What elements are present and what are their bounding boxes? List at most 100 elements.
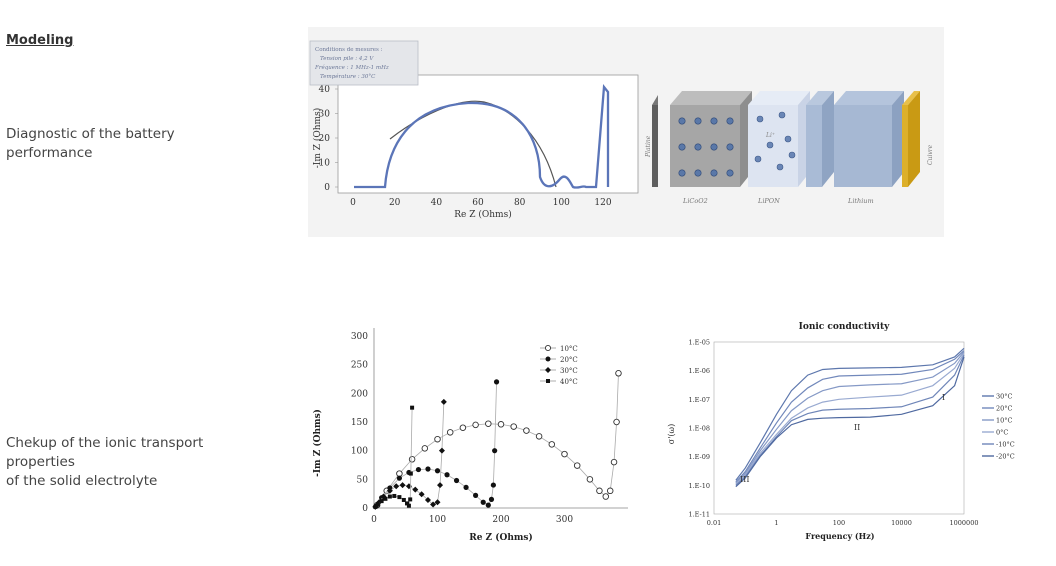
nyquist-point bbox=[615, 370, 622, 377]
nyquist-point bbox=[393, 483, 400, 490]
nyquist-point bbox=[437, 482, 444, 489]
nyquist-point bbox=[434, 468, 441, 474]
nyquist-point bbox=[586, 476, 594, 483]
nyquist-point bbox=[602, 493, 610, 500]
nyquist-point bbox=[492, 448, 498, 454]
conductivity-series-line bbox=[735, 351, 965, 484]
nyquist-point bbox=[446, 429, 454, 436]
nyquist-point bbox=[473, 492, 479, 498]
conductivity-ytick-label: 1.E-08 bbox=[688, 425, 710, 433]
conductivity-annotation: II bbox=[854, 423, 860, 432]
conductivity-ylabel: σ'(ω) bbox=[667, 424, 676, 444]
nyquist-point bbox=[401, 497, 406, 502]
layer-label-licoo2: LiCoO2 bbox=[682, 197, 708, 205]
box-line: Tension pile : 4,2 V bbox=[320, 56, 374, 62]
nyquist-point bbox=[561, 450, 568, 458]
layer-label-lipon: LiPON bbox=[757, 197, 780, 205]
nyquist-point bbox=[430, 501, 437, 508]
nyquist-series-line bbox=[375, 407, 413, 508]
fig1-ytick-label: 10 bbox=[319, 159, 331, 169]
nyquist-point bbox=[392, 493, 397, 498]
nyquist-point bbox=[424, 496, 431, 503]
nyquist-xtick-label: 100 bbox=[429, 515, 446, 525]
nyquist-ytick-label: 250 bbox=[351, 361, 368, 371]
nyquist-point bbox=[406, 503, 411, 508]
nyquist-point bbox=[444, 472, 450, 478]
nyquist-ytick-label: 300 bbox=[351, 332, 368, 342]
conductivity-series-line bbox=[735, 356, 965, 488]
nyquist-series-line bbox=[376, 373, 619, 506]
legend-label: -20°C bbox=[996, 453, 1015, 461]
nyquist-point bbox=[596, 487, 603, 495]
conductivity-series-line bbox=[735, 354, 965, 486]
nyquist-point bbox=[485, 420, 492, 427]
nyquist-svg: -Im Z (Ohms) Re Z (Ohms) 0 50 100 150 200 250… bbox=[312, 328, 628, 543]
nyquist-ytick-label: 50 bbox=[357, 475, 369, 485]
nyquist-xtick-label: 200 bbox=[492, 515, 509, 525]
legend-marker bbox=[545, 367, 551, 373]
lithium-ion-ball bbox=[778, 111, 786, 119]
battery-schematic: Platine LiCoO2 Li⁺ LiPON Lithium Cuivre bbox=[645, 91, 934, 205]
conductivity-series-line bbox=[735, 350, 965, 483]
conditions-box bbox=[309, 40, 419, 86]
conductivity-chart: Ionic conductivity σ'(ω) Frequency (Hz) … bbox=[664, 316, 1044, 548]
conductivity-series-line bbox=[735, 353, 965, 485]
nyquist-point bbox=[493, 379, 500, 385]
conductivity-ytick-label: 1.E-11 bbox=[688, 511, 710, 519]
nyquist-point bbox=[375, 502, 380, 507]
nyquist-point bbox=[459, 424, 467, 431]
nyquist-point bbox=[379, 499, 384, 504]
conductivity-ytick-label: 1.E-07 bbox=[688, 396, 710, 404]
section-title: Modeling bbox=[6, 33, 74, 48]
legend-label: -10°C bbox=[996, 441, 1015, 449]
conductivity-ytick-label: 1.E-05 bbox=[688, 339, 710, 347]
legend-label: 20°C bbox=[996, 405, 1013, 413]
conductivity-ytick-label: 1.E-09 bbox=[688, 453, 710, 461]
nyquist-point bbox=[412, 486, 419, 493]
nyquist-point bbox=[387, 494, 392, 499]
nyquist-point bbox=[488, 496, 495, 502]
legend-label: 30°C bbox=[996, 393, 1013, 401]
fig1-xtick-label: 60 bbox=[472, 198, 484, 208]
legend-marker bbox=[544, 344, 552, 352]
nyquist-point bbox=[606, 487, 614, 495]
fig1-xtick-label: 80 bbox=[514, 198, 526, 208]
nyquist-point bbox=[408, 497, 413, 502]
fig1-xtick-label: 100 bbox=[553, 198, 570, 208]
data-curve bbox=[354, 84, 610, 189]
caption-line: performance bbox=[6, 145, 93, 161]
ion-label: Li⁺ bbox=[765, 132, 775, 139]
lithium-ion-ball bbox=[788, 151, 796, 159]
legend-marker bbox=[546, 379, 550, 383]
caption-ionic: Chekup of the ionic transport properties… bbox=[6, 434, 203, 491]
lithium-ion-ball bbox=[776, 163, 784, 171]
fig1-xtick-label: 20 bbox=[389, 198, 401, 208]
box-line: Température : 30°C bbox=[320, 73, 376, 80]
lithium-ion-ball bbox=[678, 117, 686, 125]
layer-label-platine: Platine bbox=[645, 135, 652, 158]
nyquist-point bbox=[373, 504, 378, 509]
nyquist-point bbox=[485, 502, 491, 508]
nyquist-point bbox=[410, 405, 415, 410]
nyquist-point bbox=[610, 458, 618, 466]
nyquist-point bbox=[425, 466, 431, 472]
nyquist-point bbox=[480, 499, 486, 505]
conductivity-annotation: I bbox=[942, 393, 945, 402]
nyquist-point bbox=[438, 447, 445, 454]
fig1-ytick-label: 20 bbox=[319, 134, 331, 144]
lithium-ion-ball bbox=[678, 143, 686, 151]
nyquist-point bbox=[396, 470, 403, 477]
conductivity-xlabel: Frequency (Hz) bbox=[805, 531, 874, 541]
nyquist-point bbox=[497, 421, 505, 428]
legend-label: 10°C bbox=[996, 417, 1013, 425]
nyquist-point bbox=[573, 462, 581, 469]
box-line: Conditions de mesures : bbox=[315, 47, 383, 53]
lithium-ion-ball bbox=[756, 115, 764, 123]
fig1-xtick-label: 120 bbox=[594, 198, 611, 208]
conductivity-xtick-label: 10000 bbox=[891, 519, 912, 527]
nyquist-point bbox=[397, 495, 402, 500]
lithium-ion-ball bbox=[694, 169, 702, 177]
layer-label-lithium: Lithium bbox=[847, 197, 874, 205]
nyquist-point bbox=[453, 477, 460, 484]
lithium-ion-ball bbox=[726, 117, 734, 125]
